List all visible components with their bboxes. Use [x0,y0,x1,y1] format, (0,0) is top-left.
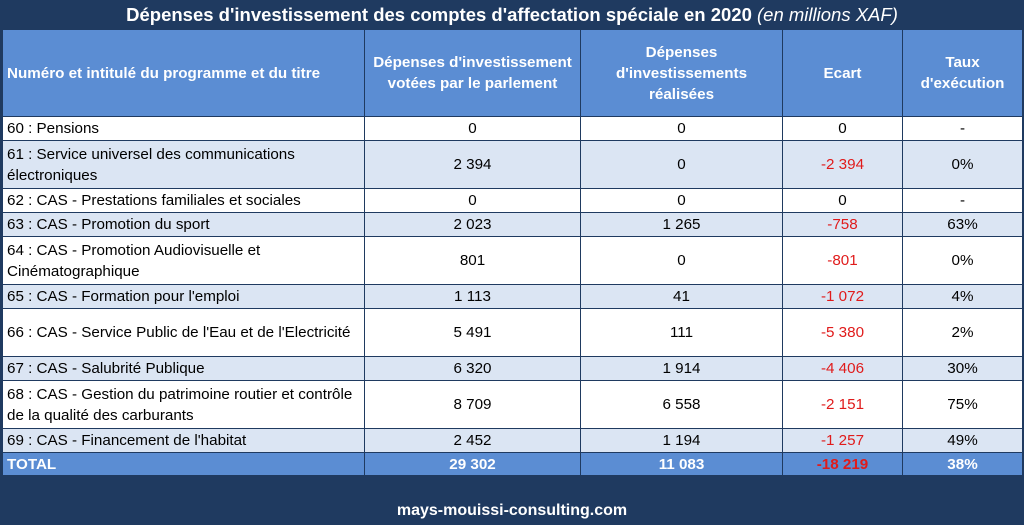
row-voted: 5 491 [364,308,581,357]
header-program: Numéro et intitulé du programme et du ti… [2,29,365,117]
row-label: 68 : CAS - Gestion du patrimoine routier… [2,380,365,429]
row-realized: 1 194 [580,428,783,453]
row-label: 63 : CAS - Promotion du sport [2,212,365,237]
row-rate: 63% [902,212,1023,237]
row-label: 64 : CAS - Promotion Audiovisuelle et Ci… [2,236,365,285]
row-voted: 6 320 [364,356,581,381]
row-realized: 0 [580,188,783,213]
total-gap: -18 219 [782,452,903,476]
header-rate: Taux d'exécution [902,29,1023,117]
table-row: 62 : CAS - Prestations familiales et soc… [2,188,1023,213]
row-rate: 4% [902,284,1023,309]
table-body: 60 : Pensions 0 0 0-61 : Service universel … [2,116,1023,476]
total-label: TOTAL [2,452,365,476]
header-gap: Ecart [782,29,903,117]
table-row: 61 : Service universel des communication… [2,140,1023,189]
row-gap: 0 [782,188,903,213]
row-gap: -801 [782,236,903,285]
row-voted: 2 023 [364,212,581,237]
row-realized: 1 265 [580,212,783,237]
table-row: 64 : CAS - Promotion Audiovisuelle et Ci… [2,236,1023,285]
header-realized: Dépenses d'investissements réalisées [580,29,783,117]
row-voted: 0 [364,116,581,141]
row-realized: 6 558 [580,380,783,429]
row-realized: 1 914 [580,356,783,381]
row-gap: -1 257 [782,428,903,453]
row-gap: -5 380 [782,308,903,357]
row-rate: 0% [902,236,1023,285]
row-rate: 75% [902,380,1023,429]
footer-website: mays-mouissi-consulting.com [396,502,628,519]
row-rate: - [902,116,1023,141]
row-voted: 8 709 [364,380,581,429]
row-label: 62 : CAS - Prestations familiales et soc… [2,188,365,213]
row-realized: 0 [580,140,783,189]
row-rate: 0% [902,140,1023,189]
table-row: 66 : CAS - Service Public de l'Eau et de… [2,308,1023,357]
total-realized: 11 083 [580,452,783,476]
row-rate: 30% [902,356,1023,381]
total-rate: 38% [902,452,1023,476]
row-label: 66 : CAS - Service Public de l'Eau et de… [2,308,365,357]
expenditure-table: Numéro et intitulé du programme et du ti… [2,29,1023,476]
row-label: 61 : Service universel des communication… [2,140,365,189]
row-gap: 0 [782,116,903,141]
row-label: 69 : CAS - Financement de l'habitat [2,428,365,453]
row-voted: 0 [364,188,581,213]
row-gap: -758 [782,212,903,237]
row-realized: 111 [580,308,783,357]
row-voted: 2 394 [364,140,581,189]
row-realized: 41 [580,284,783,309]
total-row: TOTAL 29 302 11 083 -18 219 38% [2,452,1023,476]
row-realized: 0 [580,236,783,285]
row-gap: -2 151 [782,380,903,429]
table-row: 65 : CAS - Formation pour l'emploi 1 113 4… [2,284,1023,309]
table-row: 63 : CAS - Promotion du sport 2 023 1 265-… [2,212,1023,237]
row-label: 60 : Pensions [2,116,365,141]
row-label: 67 : CAS - Salubrité Publique [2,356,365,381]
title-unit: (en millions XAF) [757,4,898,25]
header-voted: Dépenses d'investissement votées par le … [364,29,581,117]
table-row: 60 : Pensions 0 0 0- [2,116,1023,141]
table-row: 69 : CAS - Financement de l'habitat 2 452… [2,428,1023,453]
total-voted: 29 302 [364,452,581,476]
page-title: Dépenses d'investissement des comptes d'… [0,0,1024,29]
row-rate: 2% [902,308,1023,357]
table-row: 68 : CAS - Gestion du patrimoine routier… [2,380,1023,429]
row-voted: 801 [364,236,581,285]
row-gap: -1 072 [782,284,903,309]
row-rate: 49% [902,428,1023,453]
row-gap: -4 406 [782,356,903,381]
title-main: Dépenses d'investissement des comptes d'… [126,4,752,25]
header-row: Numéro et intitulé du programme et du ti… [2,29,1023,117]
row-voted: 2 452 [364,428,581,453]
row-label: 65 : CAS - Formation pour l'emploi [2,284,365,309]
row-realized: 0 [580,116,783,141]
row-gap: -2 394 [782,140,903,189]
table-row: 67 : CAS - Salubrité Publique 6 320 1 914-… [2,356,1023,381]
row-rate: - [902,188,1023,213]
row-voted: 1 113 [364,284,581,309]
